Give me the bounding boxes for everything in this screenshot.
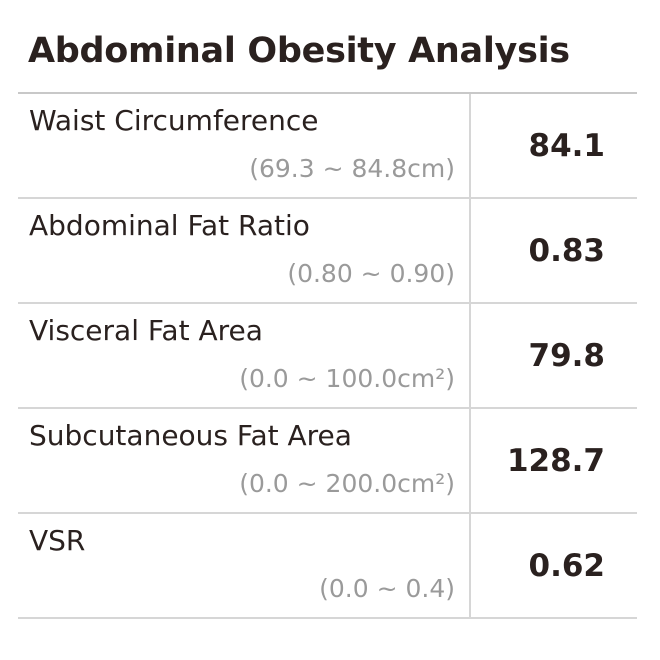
panel-title: Abdominal Obesity Analysis — [28, 31, 570, 71]
row-reference-range: (0.80 ~ 0.90) — [287, 259, 455, 288]
row-reference-range: (0.0 ~ 200.0cm²) — [239, 469, 455, 498]
row-reference-range: (0.0 ~ 100.0cm²) — [239, 364, 455, 393]
column-divider — [469, 94, 471, 197]
row-value: 0.62 — [528, 548, 606, 584]
column-divider — [469, 304, 471, 407]
analysis-table: Waist Circumference (69.3 ~ 84.8cm) 84.1… — [18, 92, 637, 619]
row-label: Abdominal Fat Ratio — [29, 209, 310, 242]
row-vsr: VSR (0.0 ~ 0.4) 0.62 — [18, 514, 637, 619]
row-label: Waist Circumference — [29, 104, 319, 137]
row-value: 128.7 — [506, 443, 605, 479]
row-label: Visceral Fat Area — [29, 314, 263, 347]
row-subcutaneous-fat-area: Subcutaneous Fat Area (0.0 ~ 200.0cm²) 1… — [18, 409, 637, 514]
row-label: Subcutaneous Fat Area — [29, 419, 352, 452]
row-visceral-fat-area: Visceral Fat Area (0.0 ~ 100.0cm²) 79.8 — [18, 304, 637, 409]
column-divider — [469, 409, 471, 512]
row-label: VSR — [29, 524, 86, 557]
row-reference-range: (0.0 ~ 0.4) — [319, 574, 455, 603]
row-value: 84.1 — [528, 128, 606, 164]
row-value: 79.8 — [528, 338, 606, 374]
row-abdominal-fat-ratio: Abdominal Fat Ratio (0.80 ~ 0.90) 0.83 — [18, 199, 637, 304]
column-divider — [469, 514, 471, 617]
row-value: 0.83 — [528, 233, 606, 269]
row-reference-range: (69.3 ~ 84.8cm) — [249, 154, 455, 183]
column-divider — [469, 199, 471, 302]
row-waist-circumference: Waist Circumference (69.3 ~ 84.8cm) 84.1 — [18, 94, 637, 199]
